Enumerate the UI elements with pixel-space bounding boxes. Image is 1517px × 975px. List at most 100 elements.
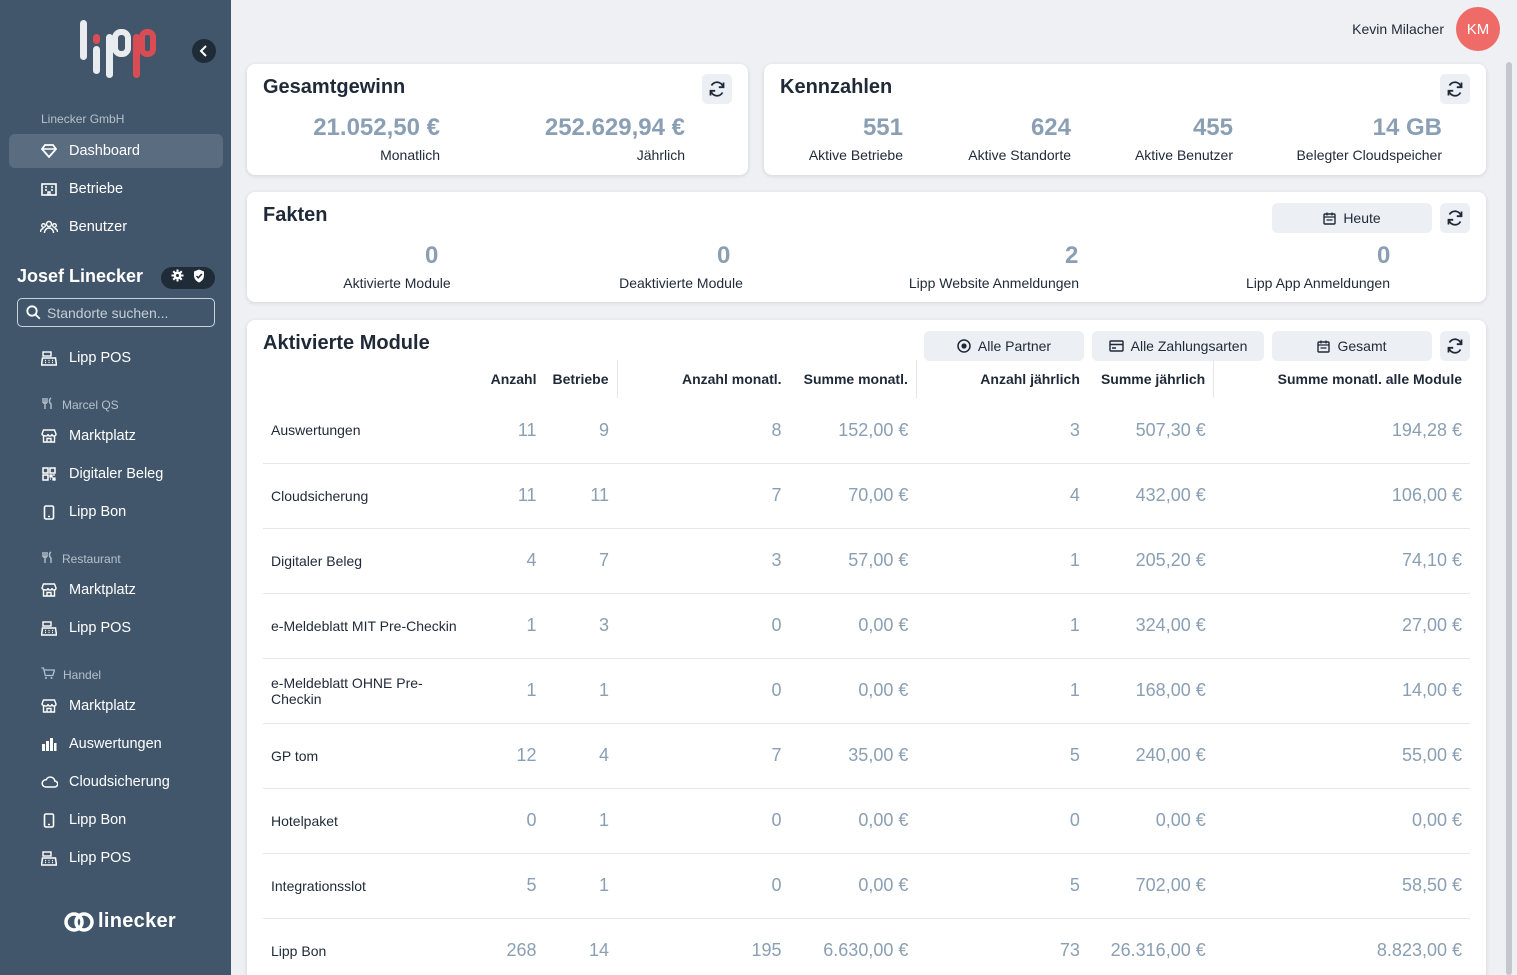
table-cell: 324,00 € [1087,593,1214,659]
sidebar-item-label: Auswertungen [69,736,162,752]
user-name: Kevin Milacher [1352,21,1444,37]
sidebar-item-benutzer[interactable]: Benutzer [9,210,223,244]
table-cell: 1 [544,788,618,854]
table-row[interactable]: Auswertungen 11 9 8 152,00 €3 507,30 €194,28 … [263,398,1470,464]
sidebar-item-marktplatz[interactable]: Marktplatz [9,573,223,607]
period-filter-button[interactable]: Gesamt [1272,331,1432,361]
location-search[interactable] [17,298,215,327]
shield-icon[interactable] [193,269,205,288]
lipp-logo[interactable] [78,18,156,85]
kennzahl-aktive-benutzer: 455 Aktive Benutzer [1134,114,1233,163]
sidebar-item-label: Benutzer [69,219,128,235]
table-cell: 4 [916,463,1088,529]
sidebar-item-label: Digitaler Beleg [69,466,164,482]
fakten-card: Fakten Heute 0 Aktivierte Module 0 Deakt… [247,192,1486,302]
card-title: Fakten [263,204,328,226]
sidebar-item-label: Lipp Bon [69,812,127,828]
module-name-cell: GP tom [263,723,479,789]
linecker-brand: linecker [64,910,176,933]
kennzahlen-card: Kennzahlen 551 Aktive Betriebe 624 Aktiv… [764,64,1486,175]
group-restaurant: Restaurant [41,551,121,567]
group-marcel-qs: Marcel QS [41,397,119,413]
kennzahl-aktive-standorte: 624 Aktive Standorte [968,114,1071,163]
sidebar-item-cloudsicherung[interactable]: Cloudsicherung [9,765,223,799]
sidebar-item-lipp-pos[interactable]: Lipp POS [9,611,223,645]
table-cell: 0 [478,788,545,854]
company-label: Linecker GmbH [41,112,125,126]
table-cell: 702,00 € [1087,853,1214,919]
store-icon [39,429,59,443]
payment-filter-button[interactable]: Alle Zahlungsarten [1092,331,1264,361]
refresh-button[interactable] [1440,203,1470,233]
table-cell: 3 [617,528,790,594]
table-cell: 73 [916,918,1088,975]
table-cell: 58,50 € [1213,853,1470,919]
module-name-cell: Hotelpaket [263,788,479,854]
table-body: Auswertungen 11 9 8 152,00 €3 507,30 €194,28 … [263,398,1470,975]
gear-icon[interactable] [171,269,184,287]
sidebar-item-auswertungen[interactable]: Auswertungen [9,727,223,761]
table-cell: 5 [916,723,1088,789]
refresh-button[interactable] [702,74,732,104]
fakt-deaktivierte-module: 0 Deaktivierte Module [619,242,743,291]
sidebar-item-betriebe[interactable]: Betriebe [9,172,223,206]
sidebar-item-marktplatz[interactable]: Marktplatz [9,419,223,453]
cash-register-icon [39,620,59,636]
column-header [263,360,479,398]
table-cell: 268 [478,918,545,975]
partner-filter-button[interactable]: Alle Partner [924,331,1084,361]
table-cell: 205,20 € [1087,528,1214,594]
gem-icon [39,144,59,158]
phone-icon [39,812,59,828]
table-row[interactable]: Digitaler Beleg 4 7 3 57,00 €1 205,20 €74,10 … [263,528,1470,594]
sidebar-item-digitaler-beleg[interactable]: Digitaler Beleg [9,457,223,491]
period-button[interactable]: Heute [1272,203,1432,233]
sidebar-item-label: Betriebe [69,181,124,197]
table-cell: 4 [544,723,618,789]
column-header: Summe jährlich [1100,371,1206,387]
table-row[interactable]: Lipp Bon 268 14 195 6.630,00 €73 26.316,00 €8… [263,918,1470,975]
refresh-button[interactable] [1440,74,1470,104]
table-cell: 70,00 € [789,463,917,529]
table-cell: 14 [544,918,618,975]
sidebar-item-marktplatz[interactable]: Marktplatz [9,689,223,723]
sidebar-item-lipp-bon[interactable]: Lipp Bon [9,803,223,837]
table-cell: 11 [478,463,545,529]
module-name-cell: Auswertungen [263,398,479,464]
collapse-sidebar-button[interactable] [192,39,216,63]
avatar[interactable]: KM [1456,7,1500,51]
column-header: Betriebe [552,371,609,387]
table-row[interactable]: Integrationsslot 5 1 0 0,00 €5 702,00 €58,50 … [263,853,1470,919]
scrollbar[interactable] [1500,0,1517,975]
table-cell: 3 [544,593,618,659]
refresh-button[interactable] [1440,331,1470,361]
table-cell: 0 [617,853,790,919]
target-icon [957,339,971,353]
modules-table: Anzahl Betriebe Anzahl monatl. Summe mon… [263,360,1470,975]
sidebar-item-dashboard[interactable]: Dashboard [9,134,223,168]
sidebar-item-lipp-bon[interactable]: Lipp Bon [9,495,223,529]
user-menu[interactable]: Kevin Milacher KM [1352,7,1500,51]
table-cell: 12 [478,723,545,789]
table-cell: 0,00 € [789,788,917,854]
table-cell: 55,00 € [1213,723,1470,789]
table-row[interactable]: e-Meldeblatt OHNE Pre-Checkin 1 1 0 0,00 €1 1… [263,658,1470,724]
table-cell: 1 [478,658,545,724]
table-row[interactable]: GP tom 12 4 7 35,00 €5 240,00 €55,00 € [263,723,1470,789]
table-cell: 11 [544,463,618,529]
sidebar-item-label: Marktplatz [69,582,136,598]
column-header: Anzahl [490,371,537,387]
sidebar-item-lipp-pos[interactable]: Lipp POS [9,341,223,375]
table-row[interactable]: Cloudsicherung 11 11 7 70,00 €4 432,00 €106,0… [263,463,1470,529]
table-row[interactable]: e-Meldeblatt MIT Pre-Checkin 1 3 0 0,00 €1 32… [263,593,1470,659]
table-cell: 9 [544,398,618,464]
card-title: Kennzahlen [780,76,893,98]
table-cell: 27,00 € [1213,593,1470,659]
linecker-logo-icon [64,911,94,932]
scrollbar-thumb[interactable] [1506,62,1512,975]
sidebar-item-lipp-pos[interactable]: Lipp POS [9,841,223,875]
fakt-app-anmeldungen: 0 Lipp App Anmeldungen [1245,242,1391,291]
sidebar-item-label: Lipp POS [69,620,132,636]
search-input[interactable] [47,304,207,321]
table-row[interactable]: Hotelpaket 0 1 0 0,00 €0 0,00 €0,00 € [263,788,1470,854]
